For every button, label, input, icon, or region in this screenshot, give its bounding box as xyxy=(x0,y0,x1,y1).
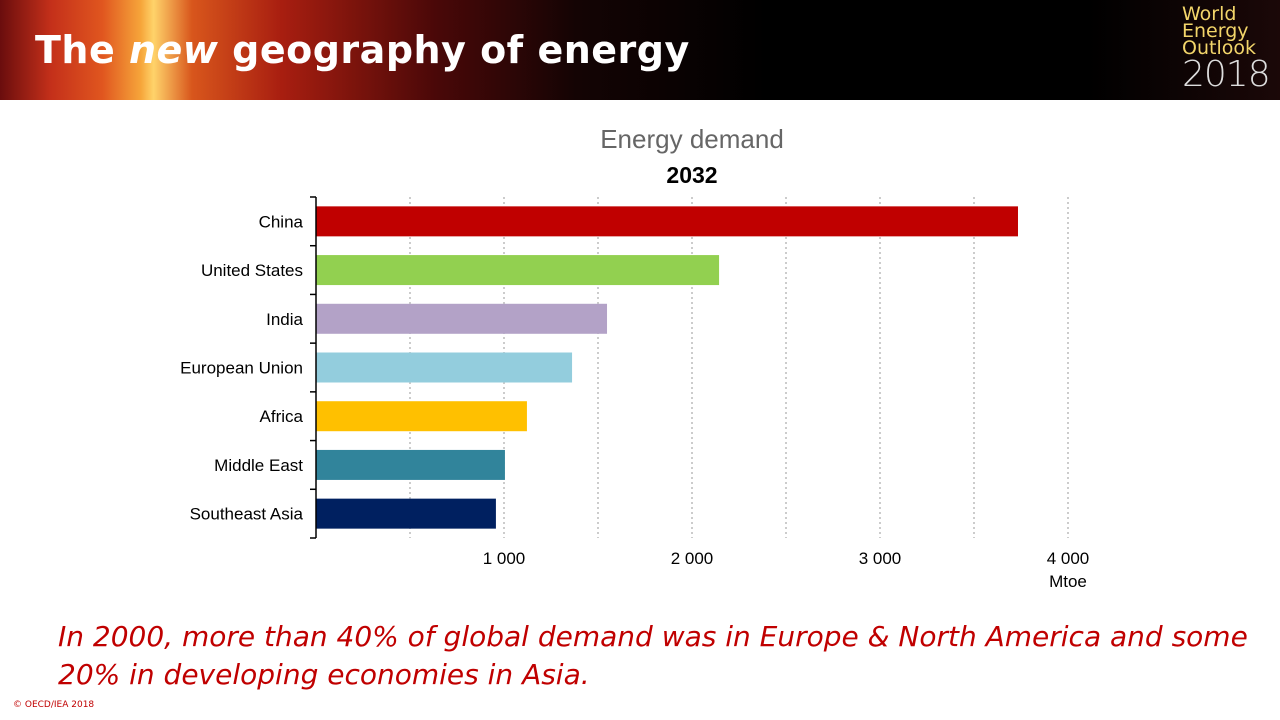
bar-china xyxy=(316,206,1018,237)
category-label: European Union xyxy=(180,359,303,378)
x-tick-label: 3 000 xyxy=(859,549,902,568)
title-emphasis: new xyxy=(128,28,219,72)
x-tick-label: 4 000 xyxy=(1047,549,1090,568)
category-label: Africa xyxy=(260,407,304,426)
category-label: United States xyxy=(201,261,303,280)
chart-subtitle: 2032 xyxy=(666,162,718,188)
bar-european-union xyxy=(316,352,573,383)
bar-middle-east xyxy=(316,449,505,480)
logo-line: Outlook xyxy=(1182,37,1256,59)
category-label: Southeast Asia xyxy=(190,505,304,524)
bar-southeast-asia xyxy=(316,498,496,529)
chart-title: Energy demand xyxy=(600,124,784,154)
title-part: geography of energy xyxy=(218,28,690,72)
x-tick-label: 1 000 xyxy=(483,549,526,568)
category-label: China xyxy=(259,212,304,231)
logo-year: 2018 xyxy=(1182,54,1271,95)
weo-logo: World Energy Outlook 2018 xyxy=(1182,3,1272,95)
category-label: Middle East xyxy=(214,456,303,475)
caption: In 2000, more than 40% of global demand … xyxy=(58,620,1248,691)
category-label: India xyxy=(266,310,303,329)
slide-title: The new geography of energy xyxy=(35,28,690,72)
logo-line: World xyxy=(1182,3,1237,25)
title-part: The xyxy=(35,28,129,72)
bar-india xyxy=(316,303,608,334)
x-tick-label: 2 000 xyxy=(671,549,714,568)
header-banner: The new geography of energy World Energy… xyxy=(0,0,1280,100)
bar-africa xyxy=(316,401,527,432)
x-unit-label: Mtoe xyxy=(1049,572,1087,591)
bar-united-states xyxy=(316,255,720,286)
logo-line: Energy xyxy=(1182,20,1249,42)
copyright: © OECD/IEA 2018 xyxy=(13,700,95,710)
